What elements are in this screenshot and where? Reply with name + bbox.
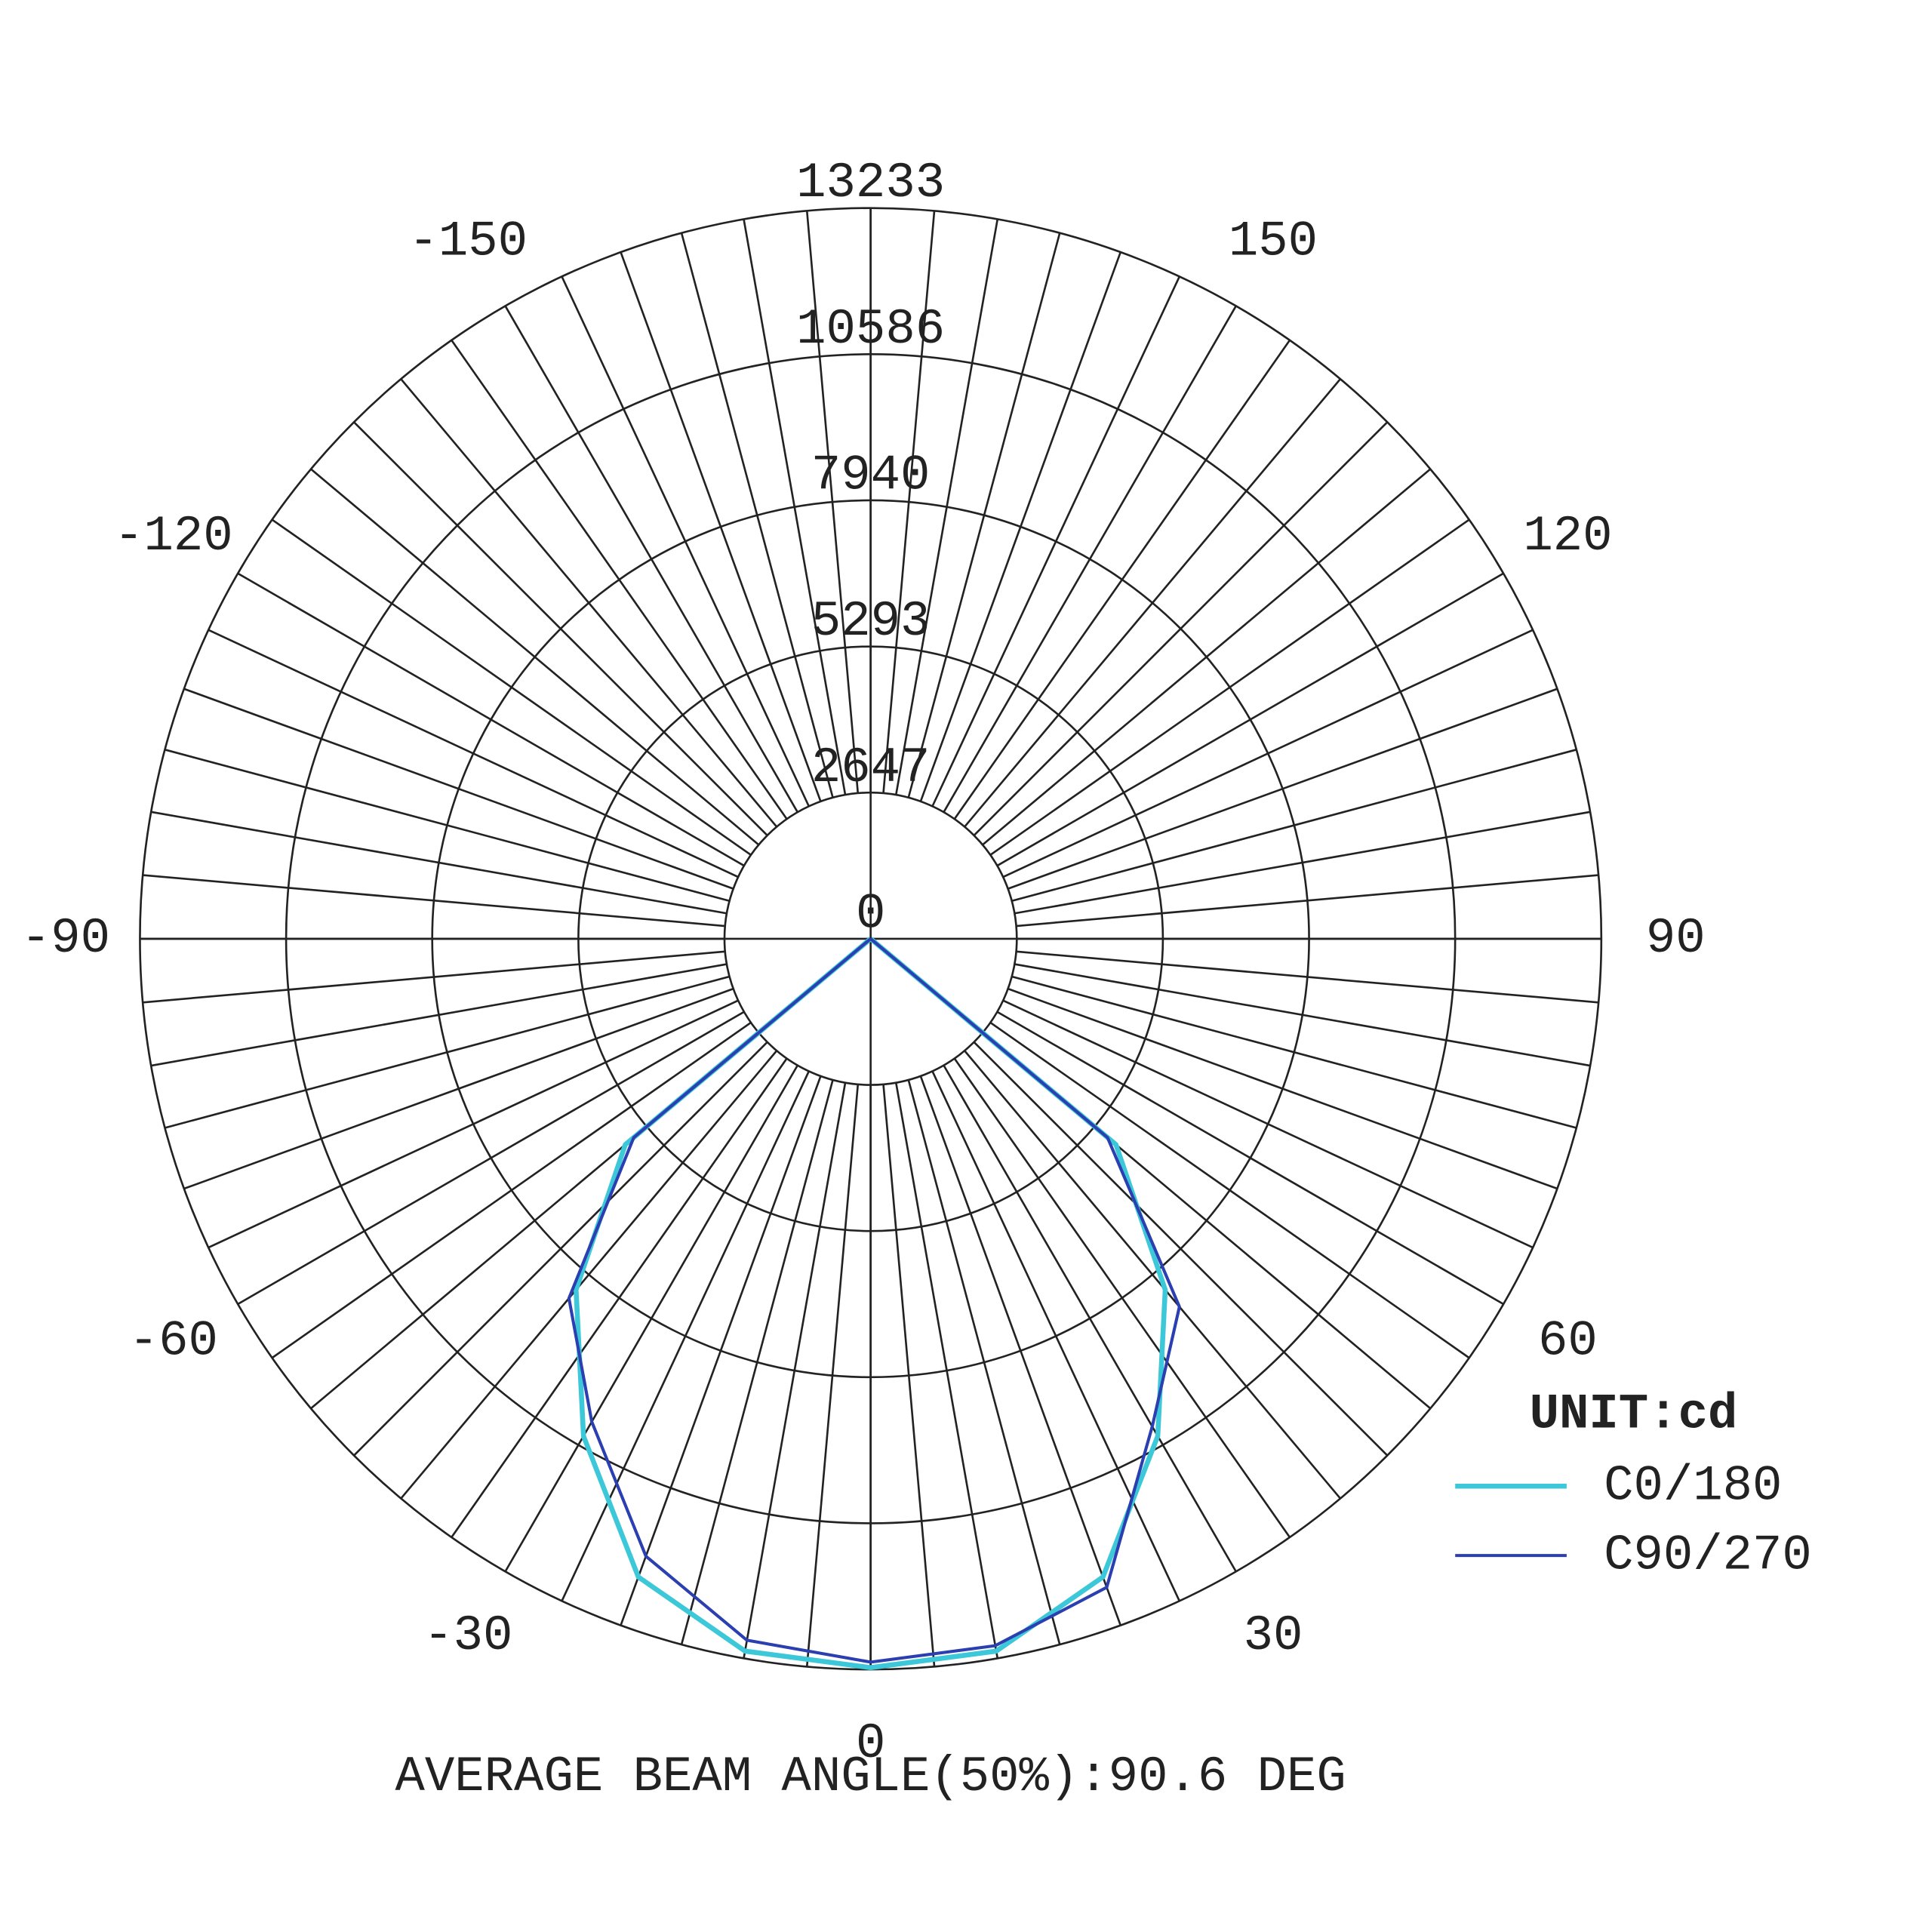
series-line <box>567 937 1181 1664</box>
angle-tick-label: 30 <box>1244 1607 1303 1664</box>
r-tick-label: 13233 <box>796 155 945 211</box>
angle-tick-label: -60 <box>129 1313 218 1370</box>
r-tick-label: 10586 <box>796 301 945 358</box>
angle-tick-label: -90 <box>21 910 110 967</box>
angle-tick-label: 150 <box>1229 213 1318 269</box>
series-line <box>574 937 1168 1670</box>
footnote: AVERAGE BEAM ANGLE(50%):90.6 DEG <box>395 1749 1346 1805</box>
r-tick-label: 0 <box>856 885 885 942</box>
angle-tick-label: 120 <box>1523 508 1612 565</box>
angle-tick-label: -120 <box>114 508 233 565</box>
angle-tick-label: -30 <box>423 1607 512 1664</box>
grid-ring <box>723 791 1018 1086</box>
grid-ring <box>577 645 1164 1232</box>
grid-ring <box>285 353 1457 1524</box>
legend-label: C90/270 <box>1604 1527 1812 1583</box>
grid-ring <box>431 499 1310 1379</box>
r-tick-label: 2647 <box>811 740 931 796</box>
legend-label: C0/180 <box>1604 1458 1782 1515</box>
angle-tick-label: 90 <box>1646 910 1706 967</box>
r-tick-label: 5293 <box>811 593 931 650</box>
unit-label: UNIT:cd <box>1530 1386 1738 1442</box>
angle-tick-label: 60 <box>1538 1313 1598 1370</box>
angle-tick-label: -150 <box>409 213 528 269</box>
r-tick-label: 7940 <box>811 447 931 503</box>
angle-tick-label: 0 <box>856 1715 885 1772</box>
